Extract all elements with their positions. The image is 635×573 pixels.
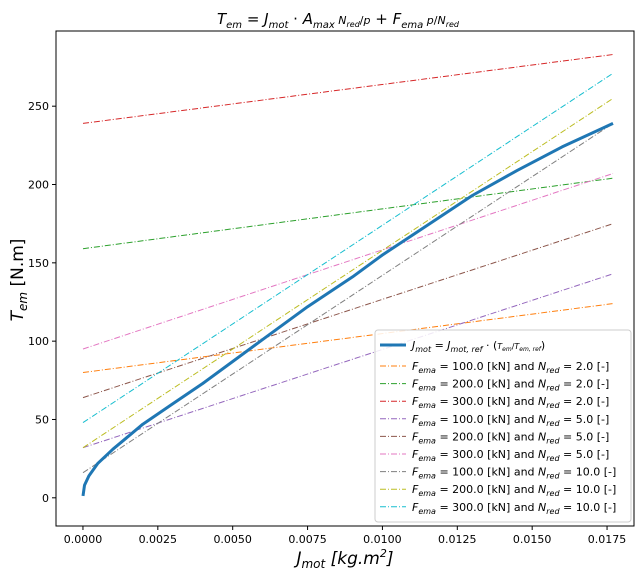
y-tick-label: 200	[28, 179, 49, 192]
series-lines	[81, 54, 614, 497]
legend-label-3: Fema = 300.0 [kN] and Nred = 2.0 [-]	[412, 395, 609, 410]
legend-box	[374, 329, 632, 523]
y-tick-label: 50	[35, 413, 49, 426]
x-tick-label: 0.0100	[363, 533, 402, 546]
x-tick-label: 0.0000	[64, 533, 103, 546]
legend-label-6: Fema = 300.0 [kN] and Nred = 5.0 [-]	[412, 448, 609, 463]
x-axis-label: Jmot [kg.m2]	[293, 547, 393, 571]
axes: 0.0000 0.0025 0.0050 0.0075 0.0100 0.0125 0.01…	[28, 30, 635, 546]
series-line-3	[82, 54, 614, 124]
y-tick-label: 150	[28, 257, 49, 270]
series-line-8	[82, 97, 614, 449]
legend-label-1: Fema = 100.0 [kN] and Nred = 2.0 [-]	[412, 360, 609, 375]
x-tick-label: 0.0025	[139, 533, 178, 546]
main-curve	[81, 122, 614, 497]
series-line-5	[82, 223, 614, 399]
series-line-1	[82, 303, 614, 373]
legend-label-7: Fema = 100.0 [kN] and Nred = 10.0 [-]	[412, 466, 616, 481]
legend-label-4: Fema = 100.0 [kN] and Nred = 5.0 [-]	[412, 413, 609, 428]
plot-area	[81, 54, 614, 497]
legend-label-main: Jmot = Jmot, ref · (Tem/Tem, ref)	[410, 339, 545, 354]
x-tick-label: 0.0050	[213, 533, 252, 546]
y-tick-label: 100	[28, 335, 49, 348]
x-tick-label: 0.0075	[288, 533, 327, 546]
series-line-9	[82, 72, 614, 424]
series-line-2	[82, 177, 614, 250]
series-line-4	[82, 273, 614, 449]
series-line-7	[82, 122, 614, 474]
legend-label-9: Fema = 300.0 [kN] and Nred = 10.0 [-]	[412, 501, 616, 516]
legend-label-2: Fema = 200.0 [kN] and Nred = 2.0 [-]	[412, 378, 609, 393]
x-tick-label: 0.0175	[588, 533, 627, 546]
y-tick-label: 250	[28, 100, 49, 113]
x-tick-label: 0.0150	[513, 533, 552, 546]
legend-label-5: Fema = 200.0 [kN] and Nred = 5.0 [-]	[412, 430, 609, 445]
series-line-6	[82, 173, 614, 350]
legend-label-8: Fema = 200.0 [kN] and Nred = 10.0 [-]	[412, 483, 616, 498]
legend: Jmot = Jmot, ref · (Tem/Tem, ref) Fema = …	[374, 329, 632, 523]
y-tick-label: 0	[42, 492, 49, 505]
y-axis-label: Tem [N.m]	[8, 239, 30, 322]
axes-frame	[55, 30, 635, 527]
chart-title: Tem = Jmot · Amax Nred/p + Fema p/Nred	[217, 10, 460, 31]
x-tick-label: 0.0125	[438, 533, 477, 546]
